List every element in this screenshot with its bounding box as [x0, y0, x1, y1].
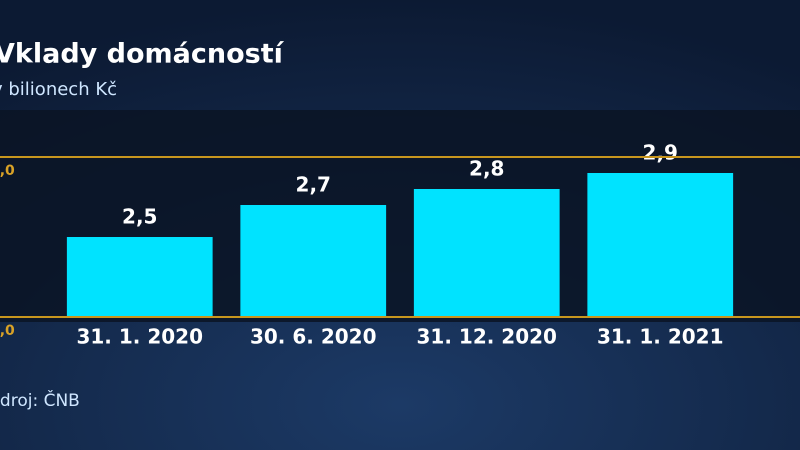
bar — [413, 189, 560, 317]
value-label: 2,8 — [469, 157, 504, 181]
y-tick-label: 3,0 — [0, 163, 15, 179]
value-label: 2,7 — [296, 173, 331, 197]
chart-subtitle: v bilionech Kč — [0, 79, 117, 100]
x-tick-label: 30. 6. 2020 — [250, 325, 377, 349]
x-tick-label: 31. 1. 2020 — [76, 325, 203, 349]
x-tick-label: 31. 12. 2020 — [417, 325, 557, 349]
y-tick-label: 2,0 — [0, 323, 15, 339]
bar — [587, 173, 734, 317]
source: zdroj: ČNB — [0, 389, 80, 411]
value-label: 2,5 — [122, 205, 157, 229]
x-tick-label: 31. 1. 2021 — [597, 325, 724, 349]
chart-title: Vklady domácností — [0, 39, 285, 70]
value-label: 2,9 — [643, 141, 678, 165]
bar — [66, 237, 213, 317]
bar — [240, 205, 387, 317]
